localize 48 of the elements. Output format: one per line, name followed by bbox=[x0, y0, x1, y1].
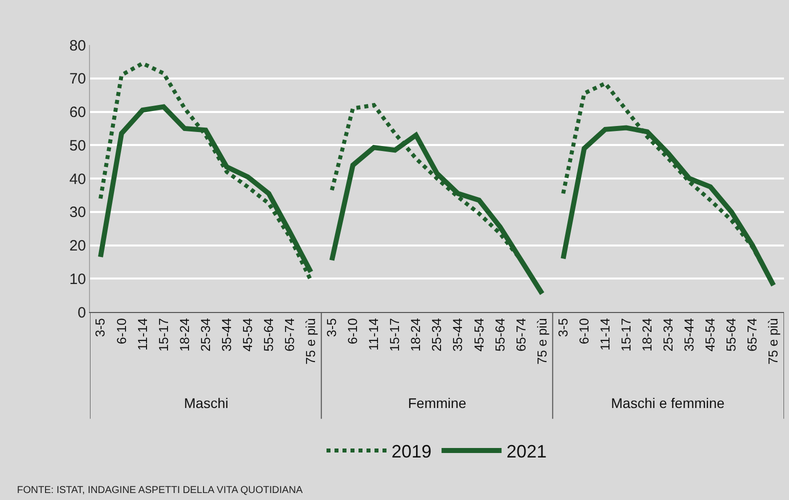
y-tick-label: 70 bbox=[69, 70, 86, 88]
x-tick-label: 75 e più bbox=[766, 318, 781, 364]
x-tick-label: 18-24 bbox=[640, 318, 655, 352]
x-tick-label: 15-17 bbox=[618, 318, 634, 352]
text: Maschi bbox=[184, 395, 228, 411]
x-tick-label: 11-14 bbox=[134, 318, 150, 350]
legend-label: 2021 bbox=[506, 442, 547, 462]
x-tick-label: 6-10 bbox=[345, 318, 360, 344]
y-tick-label: 30 bbox=[69, 204, 86, 222]
x-tick-label: 45-54 bbox=[240, 318, 255, 352]
x-tick-label: 55-64 bbox=[492, 318, 508, 352]
x-tick-label: 75 e più bbox=[534, 318, 550, 364]
x-tick-label: 6-10 bbox=[114, 318, 129, 344]
x-tick-label: 18-24 bbox=[176, 318, 192, 352]
x-tick-label: 55-64 bbox=[724, 318, 739, 352]
y-tick-label: 20 bbox=[69, 238, 86, 254]
x-tick-label: 3-5 bbox=[324, 318, 340, 337]
x-tick-label: 11-14 bbox=[597, 318, 612, 350]
y-tick-label: 80 bbox=[69, 37, 86, 54]
x-tick-label: 6-10 bbox=[576, 318, 592, 344]
x-tick-label: 18-24 bbox=[408, 318, 424, 352]
x-tick-label: 65-74 bbox=[513, 318, 528, 352]
source-note: FONTE: ISTAT, INDAGINE ASPETTI DELLA VITA QUOTIDIANA bbox=[17, 485, 303, 496]
x-tick-label: 25-34 bbox=[660, 318, 676, 352]
x-tick-label: 3-5 bbox=[92, 318, 108, 337]
text: Maschi e femmine bbox=[611, 395, 725, 411]
x-tick-label: 3-5 bbox=[555, 318, 570, 337]
y-tick-label: 10 bbox=[69, 270, 86, 288]
x-tick-label: 11-14 bbox=[366, 318, 382, 350]
x-tick-label: 35-44 bbox=[682, 318, 697, 352]
y-tick-label: 40 bbox=[69, 170, 86, 188]
x-tick-label: 25-34 bbox=[429, 318, 444, 352]
x-tick-label: 45-54 bbox=[702, 318, 718, 352]
y-tick-label: 60 bbox=[69, 104, 86, 121]
x-tick-label: 25-34 bbox=[198, 318, 213, 352]
x-tick-label: 35-44 bbox=[450, 318, 466, 352]
x-tick-label: 75 e più bbox=[303, 318, 318, 364]
x-tick-label: 65-74 bbox=[282, 318, 298, 352]
x-tick-label: 15-17 bbox=[156, 318, 171, 352]
y-tick-label: 50 bbox=[69, 137, 86, 154]
x-tick-label: 15-17 bbox=[387, 318, 402, 352]
x-tick-label: 35-44 bbox=[218, 318, 234, 352]
y-tick-label: 0 bbox=[78, 304, 86, 322]
legend-label: 2019 bbox=[392, 442, 432, 462]
x-tick-label: 55-64 bbox=[260, 318, 276, 352]
text: Femmine bbox=[408, 395, 467, 411]
x-tick-label: 65-74 bbox=[744, 318, 760, 352]
x-tick-label: 45-54 bbox=[471, 318, 486, 352]
